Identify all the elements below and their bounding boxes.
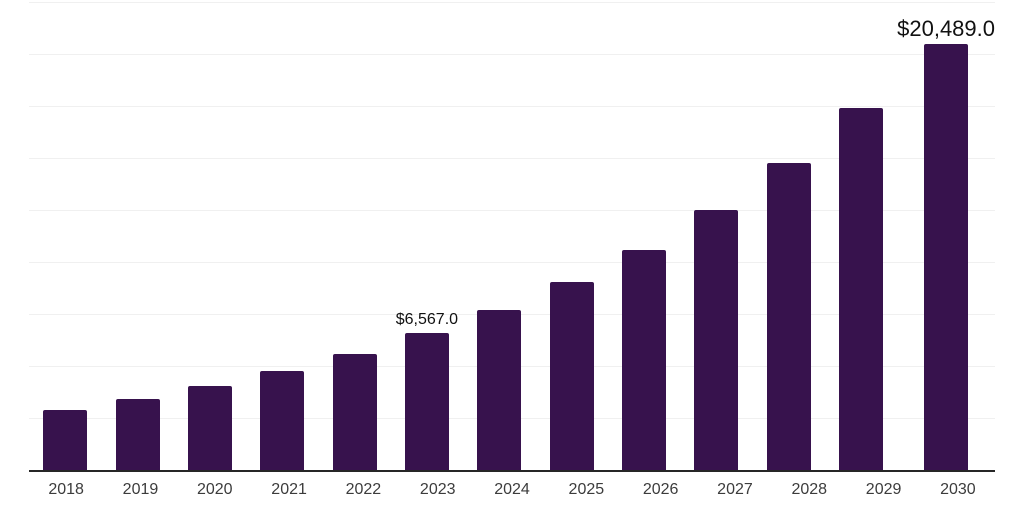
- bar-slot-2029: [825, 2, 897, 470]
- x-tick-label-2028: 2028: [791, 481, 828, 498]
- bar-slot-2022: [318, 2, 390, 470]
- bars-layer: $6,567.0 $20,489.0: [29, 2, 995, 470]
- bar-slot-2030: $20,489.0: [897, 2, 995, 470]
- x-tick-label-2027: 2027: [717, 481, 753, 498]
- x-tick-label-2021: 2021: [271, 481, 307, 498]
- x-tick-label-2030: 2030: [940, 481, 976, 498]
- value-label-2030: $20,489.0: [897, 15, 995, 41]
- x-tick-label-2029: 2029: [865, 481, 902, 498]
- bar-2026: [621, 249, 666, 470]
- gridline-10000: [29, 262, 995, 263]
- gridline-22500: [29, 2, 995, 3]
- bar-slot-2021: [246, 2, 318, 470]
- bar-2022: [332, 354, 377, 470]
- bar-2020: [187, 386, 232, 470]
- bar-slot-2023: $6,567.0: [391, 2, 463, 470]
- x-tick-label-2018: 2018: [48, 481, 84, 498]
- x-axis-labels: 2018 2019 2020 2021 2022 2023 2024 2025 2026 2027…: [29, 481, 995, 499]
- bar-2029: [838, 108, 883, 470]
- x-tick-label-2022: 2022: [345, 481, 382, 498]
- bar-2019: [115, 399, 160, 470]
- x-axis-line: [29, 470, 995, 472]
- bar-2025: [549, 281, 594, 470]
- x-tick-label-2026: 2026: [642, 481, 679, 498]
- bar-slot-2018: [29, 2, 101, 470]
- bar-slot-2020: [174, 2, 246, 470]
- bar-slot-2025: [535, 2, 607, 470]
- bar-2021: [260, 371, 305, 470]
- bar-2018: [43, 410, 88, 470]
- gridline-15000: [29, 158, 995, 159]
- bar-slot-2028: [752, 2, 824, 470]
- bar-2024: [477, 309, 522, 470]
- x-tick-label-2020: 2020: [196, 481, 233, 498]
- bar-2023: [404, 333, 449, 470]
- x-tick-label-2019: 2019: [122, 481, 159, 498]
- gridline-12500: [29, 210, 995, 211]
- bar-slot-2026: [608, 2, 680, 470]
- bar-2028: [766, 163, 811, 470]
- bar-slot-2019: [101, 2, 173, 470]
- x-tick-label-2025: 2025: [568, 481, 605, 498]
- gridline-17500: [29, 106, 995, 107]
- bar-slot-2027: [680, 2, 752, 470]
- bar-slot-2024: [463, 2, 535, 470]
- gridline-20000: [29, 54, 995, 55]
- bar-2027: [694, 210, 739, 470]
- value-label-2023: $6,567.0: [395, 311, 459, 329]
- bar-2030: [924, 43, 969, 470]
- x-tick-label-2024: 2024: [494, 481, 530, 498]
- plot-area: $6,567.0 $20,489.0: [29, 2, 995, 470]
- x-tick-label-2023: 2023: [419, 481, 456, 498]
